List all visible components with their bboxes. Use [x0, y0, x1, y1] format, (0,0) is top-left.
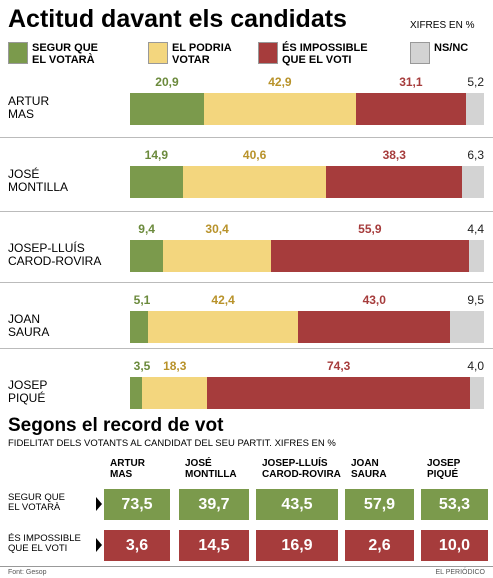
value-label: 5,2: [467, 75, 484, 89]
bar-segment: [130, 311, 149, 343]
footer-rule: [0, 566, 493, 567]
bar-segment: [326, 166, 463, 198]
bar-segment: [270, 240, 469, 272]
legend-label: EL PODRIA VOTAR: [172, 42, 232, 67]
bar-segment: [163, 240, 271, 272]
value-label: 55,9: [358, 222, 382, 236]
bar-segment: [298, 311, 451, 343]
category-label: JOSÉ MONTILLA: [8, 167, 69, 195]
category-label: JOSEP PIQUÉ: [8, 378, 48, 406]
row-pointer: [96, 538, 102, 552]
row-separator: [0, 137, 493, 138]
category-label: JOSEP-LLUÍS CAROD-ROVIRA: [8, 241, 102, 269]
legend-swatch: [8, 42, 28, 64]
column-header: JOSÉ MONTILLA: [185, 458, 237, 480]
bar-segment: [462, 166, 485, 198]
bar-segment: [465, 93, 485, 125]
bar-segment: [470, 377, 485, 409]
table-cell: 53,3: [421, 489, 488, 520]
value-label: 40,6: [242, 148, 267, 162]
bar-segment: [207, 377, 471, 409]
row-separator: [0, 211, 493, 212]
value-label: 5,1: [133, 293, 151, 307]
bar-segment: [130, 377, 143, 409]
value-label: 3,5: [133, 359, 151, 373]
source: Font: Gesop: [8, 569, 47, 576]
table-cell: 73,5: [104, 489, 170, 520]
category-label: JOAN SAURA: [8, 312, 50, 340]
row-label: SEGUR QUE EL VOTARÀ: [8, 492, 66, 514]
table-cell: 14,5: [179, 530, 249, 561]
column-header: JOSEP PIQUÉ: [427, 458, 461, 480]
table-cell: 3,6: [104, 530, 170, 561]
bar-segment: [355, 93, 466, 125]
value-label: 30,4: [205, 222, 229, 236]
value-label: 14,9: [144, 148, 169, 162]
table-cell: 43,5: [256, 489, 338, 520]
column-header: JOAN SAURA: [351, 458, 387, 480]
table-subtitle: FIDELITAT DELS VOTANTS AL CANDIDAT DEL S…: [8, 438, 336, 449]
legend-label: NS/NC: [434, 42, 469, 54]
bar-segment: [203, 93, 356, 125]
bar-segment: [142, 377, 208, 409]
row-label: ÉS IMPOSSIBLE QUE EL VOTI: [8, 533, 81, 555]
value-label: 9,4: [138, 222, 155, 236]
table-cell: 16,9: [256, 530, 338, 561]
value-label: 31,1: [399, 75, 423, 89]
value-label: 43,0: [362, 293, 386, 307]
category-label: ARTUR MAS: [8, 94, 50, 122]
bar-segment: [130, 93, 204, 125]
bar-segment: [182, 166, 327, 198]
value-label: 4,0: [467, 359, 484, 373]
value-label: 4,4: [467, 222, 484, 236]
row-separator: [0, 282, 493, 283]
value-label: 74,3: [326, 359, 351, 373]
value-label: 18,3: [163, 359, 187, 373]
legend-swatch: [410, 42, 430, 64]
bar-segment: [450, 311, 484, 343]
table-cell: 57,9: [345, 489, 414, 520]
value-label: 20,9: [155, 75, 179, 89]
bar-segment: [130, 166, 183, 198]
bar-segment: [148, 311, 299, 343]
row-separator: [0, 348, 493, 349]
column-header: ARTUR MAS: [110, 458, 145, 480]
legend-swatch: [148, 42, 168, 64]
credit: EL PERIÓDICO: [435, 569, 485, 576]
column-header: JOSEP-LLUÍS CAROD-ROVIRA: [262, 458, 341, 480]
value-label: 9,5: [467, 293, 484, 307]
value-label: 6,3: [467, 148, 484, 162]
legend-swatch: [258, 42, 278, 64]
table-cell: 10,0: [421, 530, 488, 561]
table-title: Segons el record de vot: [8, 415, 224, 436]
legend-label: ÉS IMPOSSIBLE QUE EL VOTI: [282, 42, 368, 67]
row-pointer: [96, 497, 102, 511]
value-label: 38,3: [382, 148, 406, 162]
bar-segment: [130, 240, 164, 272]
chart-title: Actitud davant els candidats: [8, 5, 347, 33]
legend-label: SEGUR QUE EL VOTARÀ: [32, 42, 99, 67]
table-cell: 2,6: [345, 530, 414, 561]
table-cell: 39,7: [179, 489, 249, 520]
value-label: 42,4: [211, 293, 235, 307]
chart-subtitle: XIFRES EN %: [410, 20, 475, 31]
value-label: 42,9: [268, 75, 292, 89]
bar-segment: [468, 240, 485, 272]
